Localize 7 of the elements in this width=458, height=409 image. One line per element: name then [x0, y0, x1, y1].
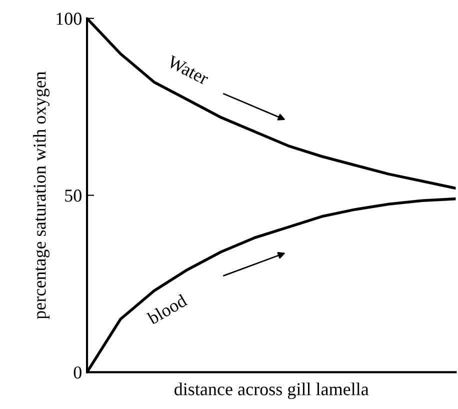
x-axis-title: distance across gill lamella: [174, 382, 369, 400]
y-tick-label: 100: [56, 12, 82, 25]
y-tick-label: 50: [65, 190, 82, 202]
y-tick-label: 0: [74, 366, 82, 379]
text: blood: [146, 294, 188, 325]
y-axis-title: percentage saturation with oxygen: [33, 71, 50, 320]
text: Water: [166, 55, 210, 86]
